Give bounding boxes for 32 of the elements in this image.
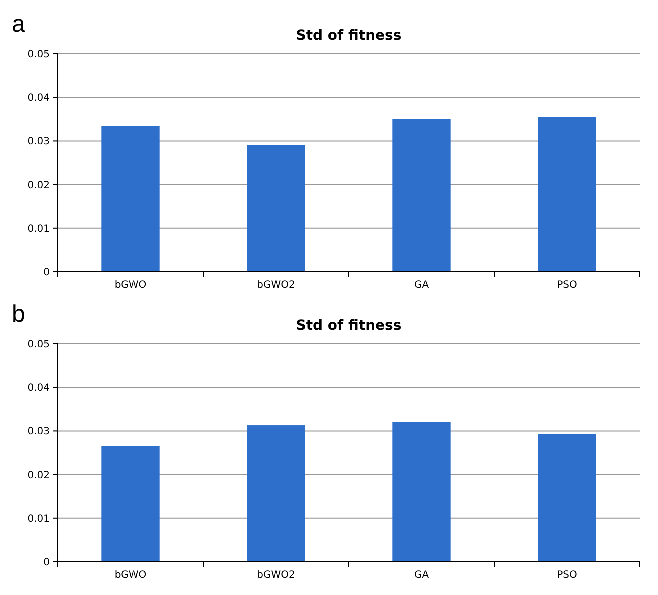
x-tick-label: GA bbox=[414, 280, 430, 291]
y-tick-label: 0.01 bbox=[28, 514, 50, 525]
x-tick-label: bGWO2 bbox=[257, 280, 296, 291]
y-tick-label: 0.03 bbox=[28, 426, 50, 438]
bar bbox=[392, 119, 451, 272]
x-tick-label: bGWO2 bbox=[257, 570, 296, 581]
x-tick-label: bGWO bbox=[114, 570, 147, 581]
x-tick-label: bGWO bbox=[114, 280, 147, 291]
bar bbox=[247, 426, 306, 562]
y-tick-label: 0.02 bbox=[28, 470, 50, 482]
text: a bbox=[12, 11, 26, 38]
y-tick-label: 0.05 bbox=[28, 50, 50, 60]
y-tick-label: 0.05 bbox=[28, 340, 50, 350]
y-tick-label: 0.02 bbox=[28, 180, 50, 192]
text: b bbox=[12, 301, 26, 328]
x-tick-label: PSO bbox=[557, 280, 578, 291]
y-tick-label: 0.01 bbox=[28, 224, 50, 235]
y-tick-label: 0 bbox=[44, 268, 50, 278]
y-tick-label: 0 bbox=[44, 558, 50, 568]
bar bbox=[247, 145, 306, 272]
y-tick-label: 0.03 bbox=[28, 136, 50, 148]
x-tick-label: GA bbox=[414, 570, 430, 581]
x-tick-label: PSO bbox=[557, 570, 578, 581]
chart-title: Std of fitness bbox=[296, 318, 402, 334]
bar bbox=[102, 446, 160, 562]
bar bbox=[538, 434, 596, 562]
bar bbox=[102, 126, 160, 272]
bar bbox=[538, 117, 596, 272]
bar bbox=[392, 422, 451, 562]
chart-title: Std of fitness bbox=[296, 28, 402, 44]
y-tick-label: 0.04 bbox=[28, 383, 50, 394]
y-tick-label: 0.04 bbox=[28, 93, 50, 104]
